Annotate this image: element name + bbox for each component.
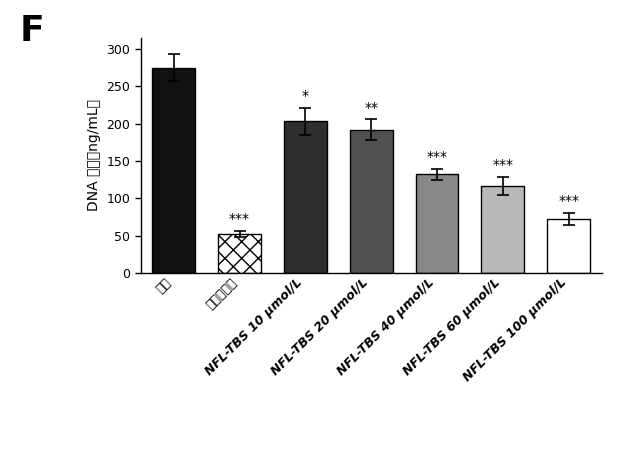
Text: *: * <box>302 89 309 104</box>
Bar <box>415 174 458 273</box>
Bar <box>284 122 327 273</box>
Bar <box>481 186 524 273</box>
Text: ***: *** <box>558 194 579 208</box>
Text: **: ** <box>364 101 378 114</box>
Bar <box>547 219 590 273</box>
Y-axis label: DNA 濃度（ng/mL）: DNA 濃度（ng/mL） <box>87 99 101 211</box>
Bar <box>350 130 392 273</box>
Text: ***: *** <box>426 150 447 164</box>
Text: ***: *** <box>229 212 250 226</box>
Text: ***: *** <box>492 158 513 172</box>
Bar <box>152 67 195 273</box>
Bar <box>218 234 261 273</box>
Text: F: F <box>19 14 44 48</box>
